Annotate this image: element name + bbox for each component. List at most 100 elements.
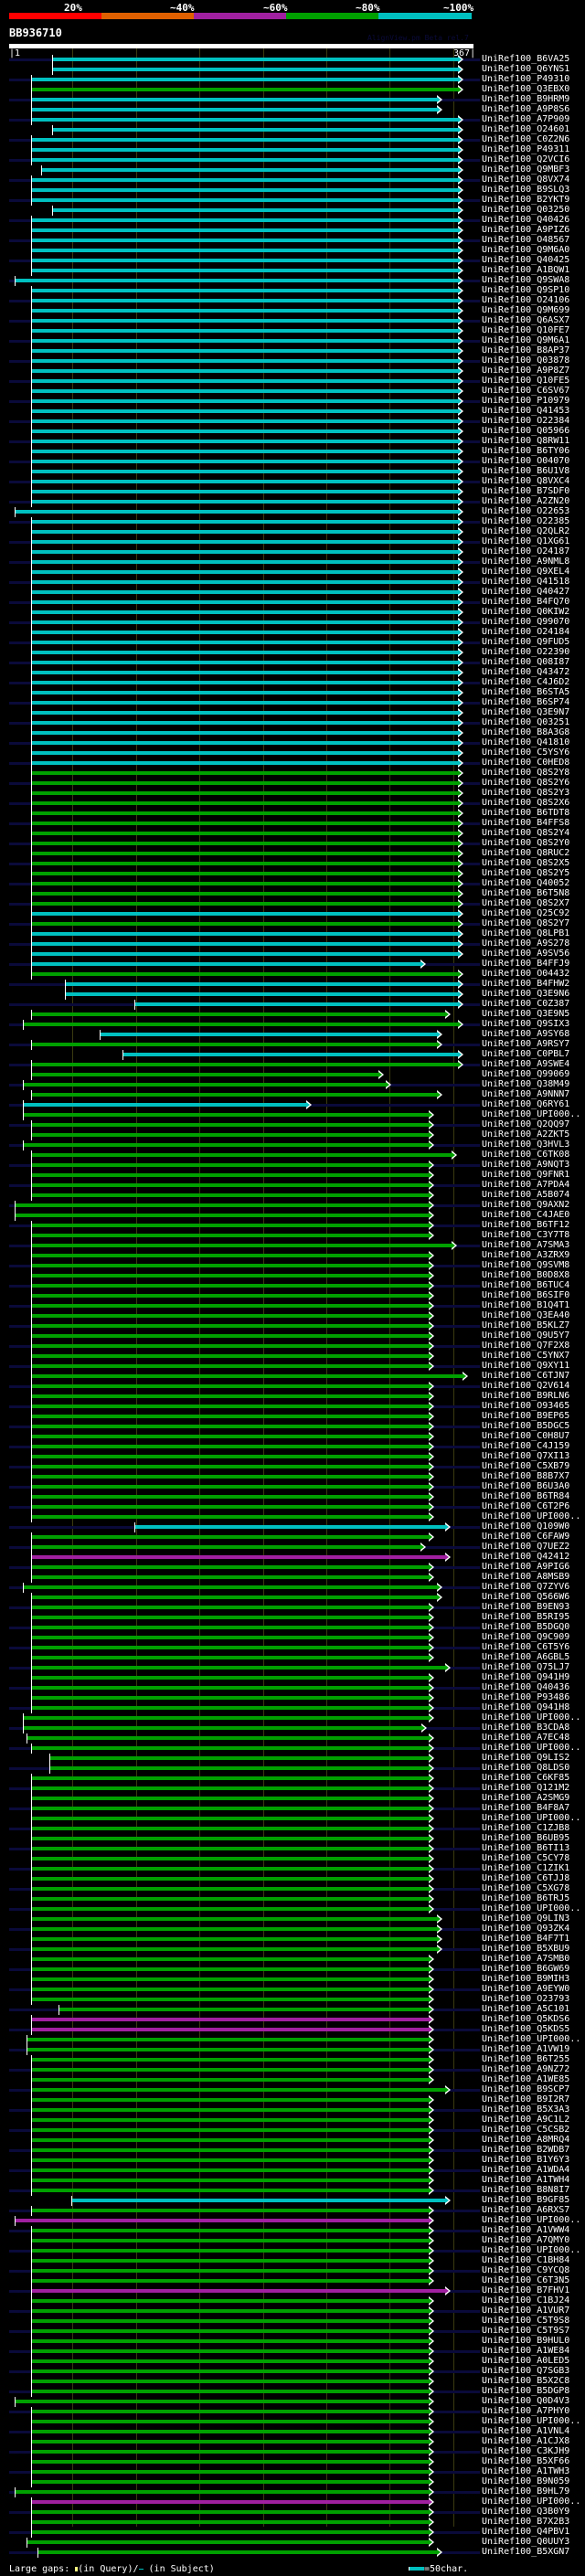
alignment-bar[interactable] bbox=[31, 641, 458, 644]
alignment-bar[interactable] bbox=[31, 2390, 429, 2393]
alignment-row[interactable]: UniRef100_A1WE85 bbox=[0, 2074, 585, 2085]
subject-label[interactable]: UniRef100_Q4PBV1 bbox=[482, 2527, 570, 2537]
subject-label[interactable]: UniRef100_Q6RY61 bbox=[482, 1099, 570, 1109]
subject-label[interactable]: UniRef100_A9SY68 bbox=[482, 1029, 570, 1039]
alignment-row[interactable]: UniRef100_A9P8S6 bbox=[0, 104, 585, 115]
subject-label[interactable]: UniRef100_B7FHV1 bbox=[482, 2285, 570, 2295]
subject-label[interactable]: UniRef100_C5YNX7 bbox=[482, 1351, 570, 1361]
subject-label[interactable]: UniRef100_B4FHW2 bbox=[482, 979, 570, 989]
alignment-bar[interactable] bbox=[31, 620, 458, 624]
subject-label[interactable]: UniRef100_Q8VX74 bbox=[482, 175, 570, 185]
alignment-bar[interactable] bbox=[31, 610, 458, 614]
alignment-bar[interactable] bbox=[31, 409, 458, 413]
subject-label[interactable]: UniRef100_A7SMB0 bbox=[482, 1954, 570, 1964]
alignment-row[interactable]: UniRef100_B9MIH3 bbox=[0, 1974, 585, 1985]
alignment-bar[interactable] bbox=[31, 1646, 429, 1649]
alignment-bar[interactable] bbox=[31, 952, 458, 956]
alignment-bar[interactable] bbox=[31, 218, 458, 222]
alignment-row[interactable]: UniRef100_A9RSY7 bbox=[0, 1039, 585, 1050]
subject-label[interactable]: UniRef100_Q9XY11 bbox=[482, 1361, 570, 1371]
alignment-bar[interactable] bbox=[31, 339, 458, 343]
alignment-row[interactable]: UniRef100_C6T3N5 bbox=[0, 2275, 585, 2286]
alignment-bar[interactable] bbox=[31, 2148, 429, 2152]
subject-label[interactable]: UniRef100_C4JAE0 bbox=[482, 1210, 570, 1220]
alignment-bar[interactable] bbox=[31, 2480, 429, 2484]
subject-label[interactable]: UniRef100_Q99070 bbox=[482, 617, 570, 627]
alignment-row[interactable]: UniRef100_Q40436 bbox=[0, 1682, 585, 1693]
alignment-bar[interactable] bbox=[31, 2178, 429, 2182]
alignment-bar[interactable] bbox=[31, 2460, 429, 2464]
alignment-bar[interactable] bbox=[31, 2209, 429, 2212]
alignment-bar[interactable] bbox=[31, 1093, 437, 1097]
alignment-row[interactable]: UniRef100_B6TDT8 bbox=[0, 808, 585, 819]
alignment-row[interactable]: UniRef100_C5T9S8 bbox=[0, 2316, 585, 2327]
subject-label[interactable]: UniRef100_B5XF66 bbox=[482, 2456, 570, 2466]
alignment-row[interactable]: UniRef100_A7QMY0 bbox=[0, 2235, 585, 2246]
subject-label[interactable]: UniRef100_Q8RUC2 bbox=[482, 848, 570, 858]
alignment-row[interactable]: UniRef100_Q9FUD5 bbox=[0, 637, 585, 648]
alignment-bar[interactable] bbox=[31, 1565, 429, 1569]
subject-label[interactable]: UniRef100_Q03878 bbox=[482, 355, 570, 366]
alignment-row[interactable]: UniRef100_B7SDF0 bbox=[0, 486, 585, 497]
alignment-row[interactable]: UniRef100_B5KLZ7 bbox=[0, 1320, 585, 1331]
alignment-bar[interactable] bbox=[41, 168, 458, 172]
alignment-row[interactable]: UniRef100_A2SMG9 bbox=[0, 1793, 585, 1804]
alignment-row[interactable]: UniRef100_A9PIZ6 bbox=[0, 225, 585, 236]
alignment-row[interactable]: UniRef100_C1ZJB8 bbox=[0, 1823, 585, 1834]
alignment-bar[interactable] bbox=[52, 68, 458, 71]
alignment-row[interactable]: UniRef100_O23793 bbox=[0, 1994, 585, 2005]
subject-label[interactable]: UniRef100_Q566W6 bbox=[482, 1592, 570, 1602]
alignment-row[interactable]: UniRef100_Q9U5Y7 bbox=[0, 1330, 585, 1341]
subject-label[interactable]: UniRef100_B6SIF0 bbox=[482, 1290, 570, 1300]
subject-label[interactable]: UniRef100_Q9XEL4 bbox=[482, 567, 570, 577]
alignment-bar[interactable] bbox=[31, 1043, 437, 1046]
alignment-row[interactable]: UniRef100_Q40427 bbox=[0, 587, 585, 598]
alignment-bar[interactable] bbox=[31, 2380, 429, 2383]
alignment-bar[interactable] bbox=[31, 148, 458, 152]
alignment-row[interactable]: UniRef100_A9NNN7 bbox=[0, 1089, 585, 1100]
subject-label[interactable]: UniRef100_B9N059 bbox=[482, 2476, 570, 2486]
alignment-row[interactable]: UniRef100_C0Z2N6 bbox=[0, 134, 585, 145]
alignment-row[interactable]: UniRef100_B9GF85 bbox=[0, 2195, 585, 2206]
subject-label[interactable]: UniRef100_B6TF12 bbox=[482, 1220, 570, 1230]
alignment-row[interactable]: UniRef100_Q10FE7 bbox=[0, 325, 585, 336]
alignment-bar[interactable] bbox=[31, 530, 458, 534]
subject-label[interactable]: UniRef100_UPI000.. bbox=[482, 2215, 581, 2225]
alignment-row[interactable]: UniRef100_Q0KIW2 bbox=[0, 607, 585, 618]
subject-label[interactable]: UniRef100_Q9C909 bbox=[482, 1632, 570, 1642]
alignment-row[interactable]: UniRef100_C0Z387 bbox=[0, 999, 585, 1010]
subject-label[interactable]: UniRef100_Q9FNR1 bbox=[482, 1170, 570, 1180]
alignment-row[interactable]: UniRef100_Q6YNS1 bbox=[0, 64, 585, 75]
alignment-row[interactable]: UniRef100_Q05966 bbox=[0, 426, 585, 437]
subject-label[interactable]: UniRef100_Q3EA40 bbox=[482, 1310, 570, 1320]
alignment-row[interactable]: UniRef100_O04070 bbox=[0, 456, 585, 467]
alignment-bar[interactable] bbox=[49, 1756, 429, 1760]
alignment-row[interactable]: UniRef100_B1Y6Y3 bbox=[0, 2155, 585, 2166]
alignment-row[interactable]: UniRef100_Q3EA40 bbox=[0, 1310, 585, 1321]
alignment-bar[interactable] bbox=[31, 721, 458, 725]
alignment-row[interactable]: UniRef100_C1BH84 bbox=[0, 2255, 585, 2266]
alignment-bar[interactable] bbox=[31, 2108, 429, 2112]
subject-label[interactable]: UniRef100_Q8S2Y7 bbox=[482, 918, 570, 928]
alignment-row[interactable]: UniRef100_B6TUC4 bbox=[0, 1280, 585, 1291]
alignment-bar[interactable] bbox=[23, 1113, 429, 1117]
subject-label[interactable]: UniRef100_Q03251 bbox=[482, 717, 570, 727]
subject-label[interactable]: UniRef100_B5X3A3 bbox=[482, 2104, 570, 2115]
alignment-row[interactable]: UniRef100_Q0UUY3 bbox=[0, 2537, 585, 2548]
alignment-row[interactable]: UniRef100_A9SY68 bbox=[0, 1029, 585, 1040]
subject-label[interactable]: UniRef100_C6KF85 bbox=[482, 1773, 570, 1783]
subject-label[interactable]: UniRef100_O04070 bbox=[482, 456, 570, 466]
alignment-bar[interactable] bbox=[31, 2078, 429, 2082]
alignment-bar[interactable] bbox=[31, 2058, 429, 2062]
alignment-row[interactable]: UniRef100_Q40426 bbox=[0, 215, 585, 226]
alignment-bar[interactable] bbox=[31, 1193, 429, 1197]
alignment-row[interactable]: UniRef100_Q9M6A0 bbox=[0, 245, 585, 256]
alignment-bar[interactable] bbox=[31, 1133, 429, 1137]
alignment-bar[interactable] bbox=[31, 1877, 429, 1881]
subject-label[interactable]: UniRef100_B6U1V8 bbox=[482, 466, 570, 476]
alignment-bar[interactable] bbox=[31, 691, 458, 694]
alignment-row[interactable]: UniRef100_B8B7X7 bbox=[0, 1471, 585, 1482]
alignment-bar[interactable] bbox=[134, 1002, 458, 1006]
alignment-bar[interactable] bbox=[31, 560, 458, 564]
alignment-bar[interactable] bbox=[31, 188, 458, 192]
